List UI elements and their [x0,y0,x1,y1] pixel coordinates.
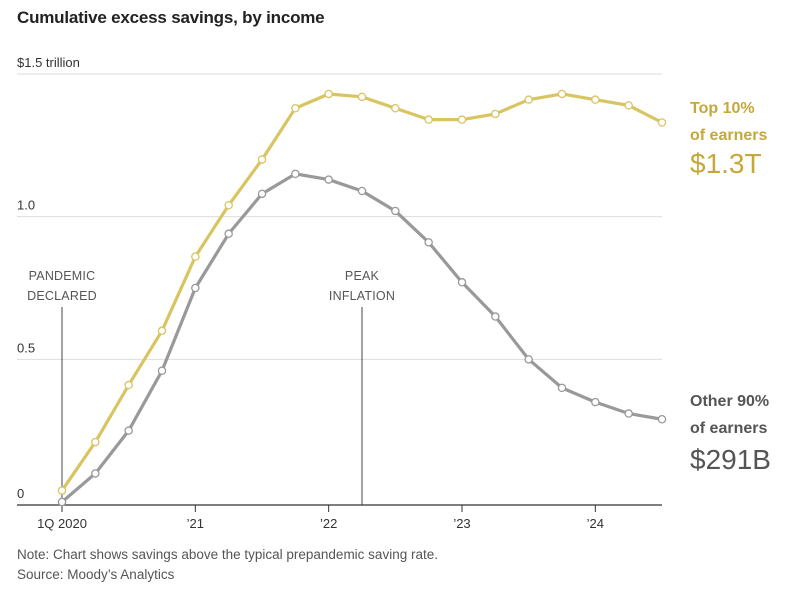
data-point [424,238,433,247]
data-point [224,229,233,239]
annotations: PANDEMIC DECLARED PEAK INFLATION [27,269,395,505]
series-group [57,169,667,507]
data-point [391,206,400,216]
annotation-label: INFLATION [329,289,395,303]
source-text: Source: Moody’s Analytics [17,567,175,582]
chart-title: Cumulative excess savings, by income [17,8,325,27]
data-point [357,92,367,102]
data-point [624,101,633,110]
top-10-series-label: Top 10% of earners [690,95,767,149]
footer-notes: Note: Chart shows savings above the typi… [17,545,438,585]
annotation-label: DECLARED [27,289,97,303]
y-tick-label: 0 [17,486,24,501]
x-tick-label: ’23 [453,516,470,531]
other-90-label-line-1: Other 90% [690,393,770,410]
data-point [157,326,167,336]
data-point [91,437,100,447]
data-point [491,109,500,119]
data-point [191,283,200,293]
data-point [57,497,67,507]
other-90-label-line-2: of earners [690,420,768,437]
gridlines [17,73,662,360]
other-90-series-label: Other 90% of earners [690,388,769,442]
series [57,89,667,507]
data-point [224,201,233,210]
data-point [324,175,333,184]
data-point [124,426,133,435]
data-point [257,189,267,199]
data-point [57,486,67,495]
data-point [157,366,167,375]
annotation-label: PANDEMIC [29,269,96,283]
top-10-label-line-2: of earners [690,127,768,144]
note-text: Note: Chart shows savings above the typi… [17,547,438,562]
data-point [191,252,200,261]
data-point [424,115,433,124]
series-group [57,89,667,495]
data-point [524,355,533,364]
data-point [457,115,467,124]
data-point [324,89,333,99]
data-point [124,380,133,390]
y-tick-label: 1.0 [17,198,35,213]
other-90-end-value: $291B [690,444,771,475]
data-point [291,169,300,179]
data-point [557,89,567,99]
data-point [257,155,267,164]
top-10-label-line-1: Top 10% [690,100,755,117]
y-tick-label: $1.5 trillion [17,55,80,70]
x-tick-label: ’21 [187,516,204,531]
data-point [457,278,467,287]
annotation-label: PEAK [345,269,380,283]
data-point [591,95,600,104]
data-point [657,118,667,127]
data-point [391,103,400,113]
data-point [491,312,500,321]
data-point [357,186,367,196]
data-point [524,95,533,104]
data-point [657,415,667,424]
data-point [291,103,300,113]
data-point [557,383,567,393]
data-point [591,397,600,407]
x-tick-label: 1Q 2020 [37,516,87,531]
x-tick-label: ’22 [320,516,337,531]
x-axis: 1Q 2020 ’21 ’22 ’23 ’24 [17,504,662,531]
x-tick-label: ’24 [587,516,604,531]
data-point [624,409,633,418]
y-axis-ticks: 0 0.5 1.0 $1.5 trillion [17,55,80,501]
y-tick-label: 0.5 [17,340,35,355]
top-10-end-value: $1.3T [690,148,762,179]
data-point [91,469,100,478]
